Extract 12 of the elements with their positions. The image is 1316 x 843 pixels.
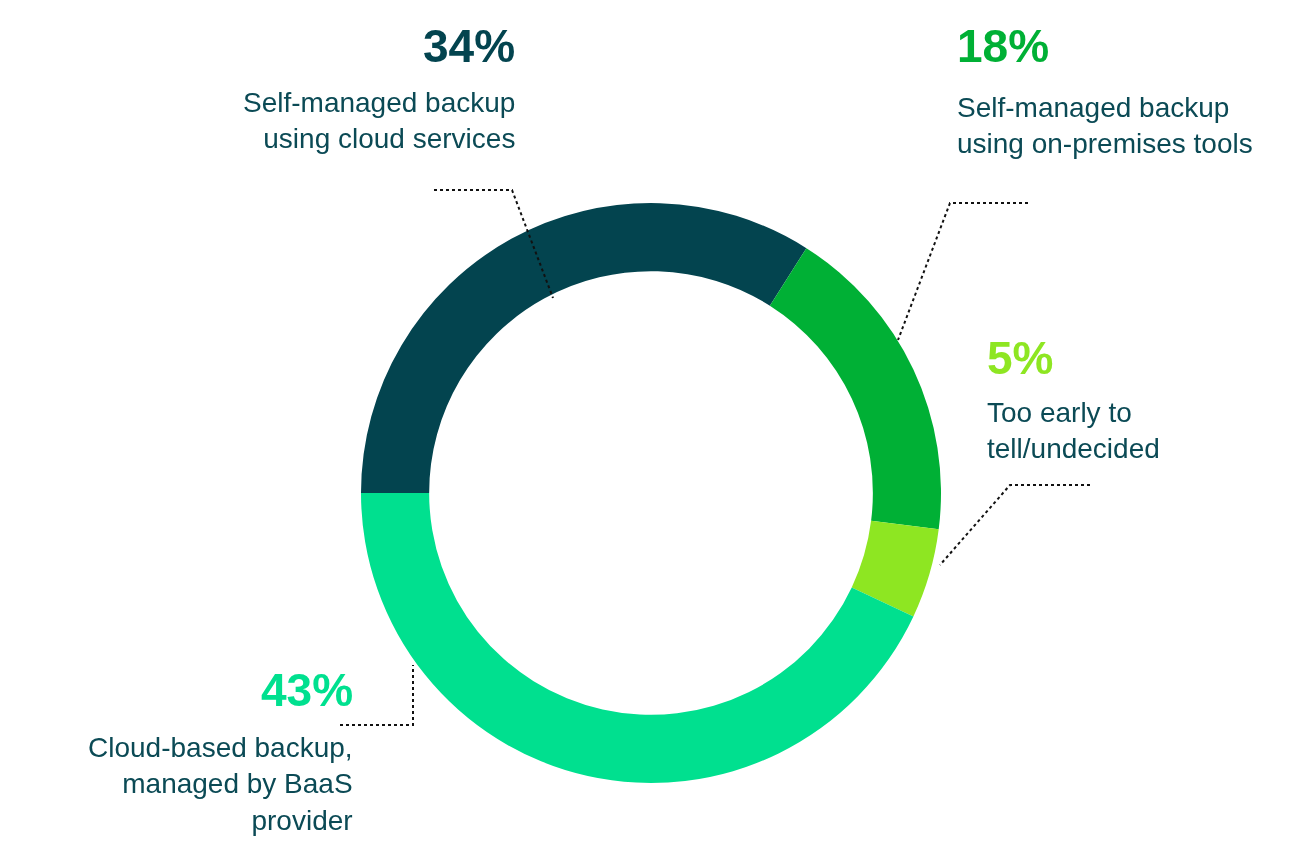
donut-slice — [769, 248, 941, 530]
data-label: 18% — [957, 20, 1050, 72]
slice-label: Self-managed backup using on-premises tools — [957, 92, 1253, 160]
slice-label: Cloud-based backup, managed by BaaS provider — [88, 732, 353, 836]
data-label: 43% — [261, 664, 354, 716]
data-label: 5% — [987, 332, 1054, 384]
donut-slice — [361, 493, 914, 783]
donut-slice — [851, 520, 939, 617]
slice-label: Self-managed backup using cloud services — [243, 87, 516, 155]
donut-slice — [361, 203, 807, 493]
data-label: 34% — [423, 20, 516, 72]
slice-label: Too early to tell/undecided — [987, 397, 1160, 465]
